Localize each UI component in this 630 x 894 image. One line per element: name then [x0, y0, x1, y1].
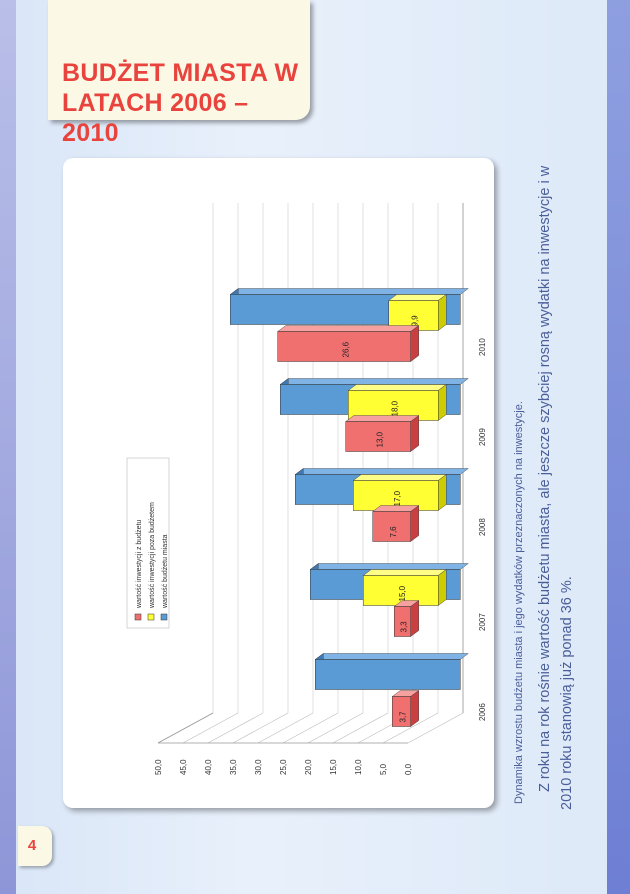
title-box: BUDŻET MIASTA W LATACH 2006 – 2010	[48, 0, 310, 147]
axis-floor-depth	[157, 712, 214, 744]
from-budget-bar-label: 26,6	[341, 341, 350, 357]
left-decor-strip	[0, 0, 16, 894]
chart-caption: Dynamika wzrostu budżetu miasta i jego w…	[513, 401, 525, 804]
after-budget-bar-side	[438, 474, 447, 511]
x-tick-label: 2008	[478, 518, 487, 536]
from-budget-bar-side	[410, 505, 419, 542]
from-budget-bar-side	[410, 600, 419, 637]
legend-label: wartość inwestycji z budżetu	[136, 520, 143, 609]
y-tick-label: 45,0	[179, 759, 188, 775]
gridline-floor	[182, 712, 239, 744]
chart-card: 0,0 5,0 10,0 15,0 20,0 25,0 30,0 35,0 40,0 45,0 50…	[63, 158, 494, 808]
from-budget-bar-label: 13,0	[375, 431, 384, 447]
after-budget-bar-side	[438, 569, 447, 606]
y-tick-label: 15,0	[329, 759, 338, 775]
from-budget-bar-label: 3,3	[400, 621, 409, 633]
from-budget-bar-label: 7,6	[389, 526, 398, 538]
after-budget-bar-top	[352, 474, 447, 481]
budget-bar-top	[279, 378, 469, 385]
gridline-floor	[207, 712, 264, 744]
budget-chart: 0,0 5,0 10,0 15,0 20,0 25,0 30,0 35,0 40,0 45,0 50…	[126, 203, 487, 775]
gridline-floor	[257, 712, 314, 744]
from-budget-bar	[394, 606, 411, 637]
page-number-box: 4	[18, 826, 52, 866]
from-budget-bar	[277, 331, 411, 362]
after-budget-bar-top	[347, 384, 447, 391]
y-tick-label: 20,0	[304, 759, 313, 775]
after-budget-bar-side	[438, 384, 447, 421]
after-budget-bar	[363, 575, 439, 606]
from-budget-bar-side	[410, 415, 419, 452]
budget-bar-top	[229, 288, 469, 295]
legend-swatch	[134, 613, 142, 621]
page-number: 4	[27, 837, 37, 854]
gridline-floor	[382, 712, 439, 744]
legend-swatch	[160, 613, 168, 621]
from-budget-bar-side	[410, 690, 419, 727]
body-text-line-2: 2010 roku stanowią już ponad 36 %.	[559, 576, 575, 810]
after-budget-bar-label: 17,0	[393, 490, 402, 506]
from-budget-bar-top	[345, 415, 420, 422]
after-budget-bar-label: 9,9	[411, 315, 420, 327]
budget-bar-top	[294, 468, 469, 475]
gridline-floor	[282, 712, 339, 744]
gridline-floor	[232, 712, 289, 744]
budget-bar	[315, 659, 461, 690]
from-budget-bar-side	[410, 325, 419, 362]
x-tick-label: 2009	[478, 428, 487, 446]
gridline-floor	[332, 712, 389, 744]
from-budget-bar	[392, 696, 411, 727]
y-tick-label: 30,0	[254, 759, 263, 775]
x-tick-label: 2007	[478, 613, 487, 631]
y-tick-label: 0,0	[404, 763, 413, 775]
legend-label: wartość inwestycji poza budżetem	[149, 502, 156, 609]
y-tick-label: 25,0	[279, 759, 288, 775]
legend-label: wartość budżetu miasta	[162, 534, 169, 609]
from-budget-bar-top	[277, 325, 420, 332]
y-tick-label: 50,0	[154, 759, 163, 775]
budget-bar-top	[309, 563, 469, 570]
after-budget-bar-top	[362, 569, 447, 576]
right-decor-strip	[607, 0, 630, 894]
after-budget-bar-label: 15,0	[398, 585, 407, 601]
gridline-floor	[407, 712, 464, 744]
y-tick-label: 5,0	[379, 763, 388, 775]
after-budget-bar-label: 18,0	[390, 400, 399, 416]
from-budget-bar	[345, 421, 411, 452]
from-budget-bar	[372, 511, 411, 542]
x-tick-label: 2010	[478, 338, 487, 356]
x-tick-label: 2006	[478, 703, 487, 721]
y-tick-label: 35,0	[229, 759, 238, 775]
legend-box	[126, 457, 170, 629]
from-budget-bar-label: 3,7	[399, 711, 408, 723]
body-text-line-1: Z roku na rok rośnie wartość budżetu mia…	[537, 165, 553, 792]
budget-bar-top	[314, 653, 469, 660]
y-tick-label: 40,0	[204, 759, 213, 775]
page-title: BUDŻET MIASTA W LATACH 2006 – 2010	[62, 59, 299, 147]
after-budget-bar-top	[388, 294, 447, 301]
gridline-floor	[307, 712, 364, 744]
legend-swatch	[147, 613, 155, 621]
y-tick-label: 10,0	[354, 759, 363, 775]
after-budget-bar-side	[438, 294, 447, 331]
